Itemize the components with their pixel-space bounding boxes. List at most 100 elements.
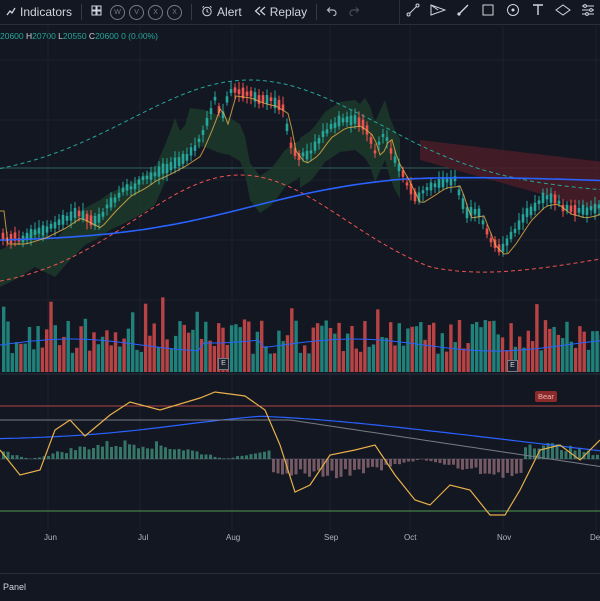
earnings-marker[interactable]: E [218, 358, 229, 370]
oscillator-histogram-bar [443, 459, 446, 465]
volume-bar [316, 323, 319, 372]
candle-body [586, 207, 589, 215]
volume-bar [256, 332, 259, 372]
candle-body [534, 203, 537, 211]
quick-toggle-x2[interactable]: X [167, 5, 182, 20]
volume-bar [243, 319, 246, 372]
oscillator-histogram-bar [506, 459, 509, 473]
candle-body [434, 183, 437, 187]
redo-button[interactable] [343, 0, 366, 24]
volume-bar [368, 347, 371, 372]
x-axis-label-aug: Aug [226, 533, 240, 542]
quick-toggle-w[interactable]: W [110, 5, 125, 20]
volume-bar [458, 320, 461, 372]
alert-button[interactable]: Alert [195, 0, 248, 24]
cloud-bullish [0, 108, 300, 287]
volume-bar [277, 331, 280, 372]
volume-bar [36, 326, 39, 372]
replay-button[interactable]: Replay [248, 0, 313, 24]
volume-bar [376, 309, 379, 372]
bottom-panel[interactable]: Panel [0, 573, 600, 601]
oscillator-histogram-bar [142, 447, 145, 459]
candle-body [502, 244, 505, 252]
volume-bar [540, 350, 543, 372]
volume-bar [454, 342, 457, 372]
candle-body [234, 87, 237, 92]
candle-body [230, 89, 233, 93]
candle-body [162, 164, 165, 174]
volume-bar [183, 325, 186, 372]
circle-target-tool[interactable] [500, 0, 525, 24]
volume-bar [557, 335, 560, 372]
candle-body [594, 204, 597, 213]
trend-line-tool[interactable] [400, 0, 425, 24]
volume-bar [282, 341, 285, 372]
volume-bar [153, 323, 156, 372]
rectangle-tool[interactable] [475, 0, 500, 24]
candle-body [326, 129, 329, 133]
candle-body [138, 179, 141, 184]
ellipse-icon [555, 3, 571, 22]
candle-body [286, 124, 289, 131]
candle-body [514, 229, 517, 233]
oscillator-histogram-bar [520, 459, 523, 473]
indicators-button[interactable]: Indicators [0, 0, 78, 24]
candle-body [118, 193, 121, 198]
candle-body [438, 179, 441, 188]
volume-bar [307, 353, 310, 372]
oscillator-histogram-bar [529, 444, 532, 459]
price-chart[interactable] [0, 24, 600, 573]
ellipse-tool[interactable] [550, 0, 575, 24]
toolbar-divider [316, 4, 317, 20]
layout-button[interactable] [85, 0, 108, 24]
oscillator-histogram-bar [488, 459, 491, 474]
oscillator-histogram-bar [236, 456, 239, 459]
oscillator-histogram-bar [164, 447, 167, 459]
quick-toggle-x1[interactable]: X [148, 5, 163, 20]
candle-body [330, 124, 333, 129]
pitchfork-tool[interactable] [425, 0, 450, 24]
oscillator-histogram-bar [115, 446, 118, 459]
volume-bar [393, 345, 396, 372]
oscillator-histogram-bar [101, 447, 104, 459]
candle-body [198, 139, 201, 142]
candle-body [338, 116, 341, 127]
oscillator-histogram-bar [497, 459, 500, 472]
volume-bar [122, 339, 125, 372]
volume-bar [445, 352, 448, 372]
oscillator-histogram-bar [578, 448, 581, 459]
volume-bar [49, 302, 52, 372]
volume-bar [105, 330, 108, 372]
alarm-clock-icon [201, 5, 213, 20]
oscillator-histogram-bar [470, 459, 473, 469]
quick-toggle-v[interactable]: V [129, 5, 144, 20]
candle-body [42, 225, 45, 235]
oscillator-histogram-bar [61, 452, 64, 459]
candle-body [258, 95, 261, 104]
candle-body [546, 195, 549, 199]
candle-body [306, 151, 309, 159]
volume-bar [204, 322, 207, 372]
volume-bar [350, 326, 353, 372]
volume-bar [88, 351, 91, 372]
oscillator-histogram-bar [151, 449, 154, 459]
oscillator-histogram-bar [191, 451, 194, 459]
volume-bar [325, 320, 328, 372]
volume-bar [54, 325, 57, 372]
measure-tool[interactable] [575, 0, 600, 24]
oscillator-histogram-bar [592, 455, 595, 459]
volume-bar [45, 329, 48, 372]
volume-bar [144, 304, 147, 372]
oscillator-histogram-bar [241, 456, 244, 459]
undo-button[interactable] [320, 0, 343, 24]
candle-body [130, 186, 133, 189]
text-tool[interactable] [525, 0, 550, 24]
brush-tool[interactable] [450, 0, 475, 24]
candle-body [478, 209, 481, 217]
undo-icon [326, 5, 337, 19]
oscillator-histogram-bar [317, 459, 320, 470]
candle-body [78, 211, 81, 217]
earnings-marker[interactable]: E [507, 360, 518, 372]
volume-bar [196, 312, 199, 372]
volume-bar [561, 338, 564, 372]
